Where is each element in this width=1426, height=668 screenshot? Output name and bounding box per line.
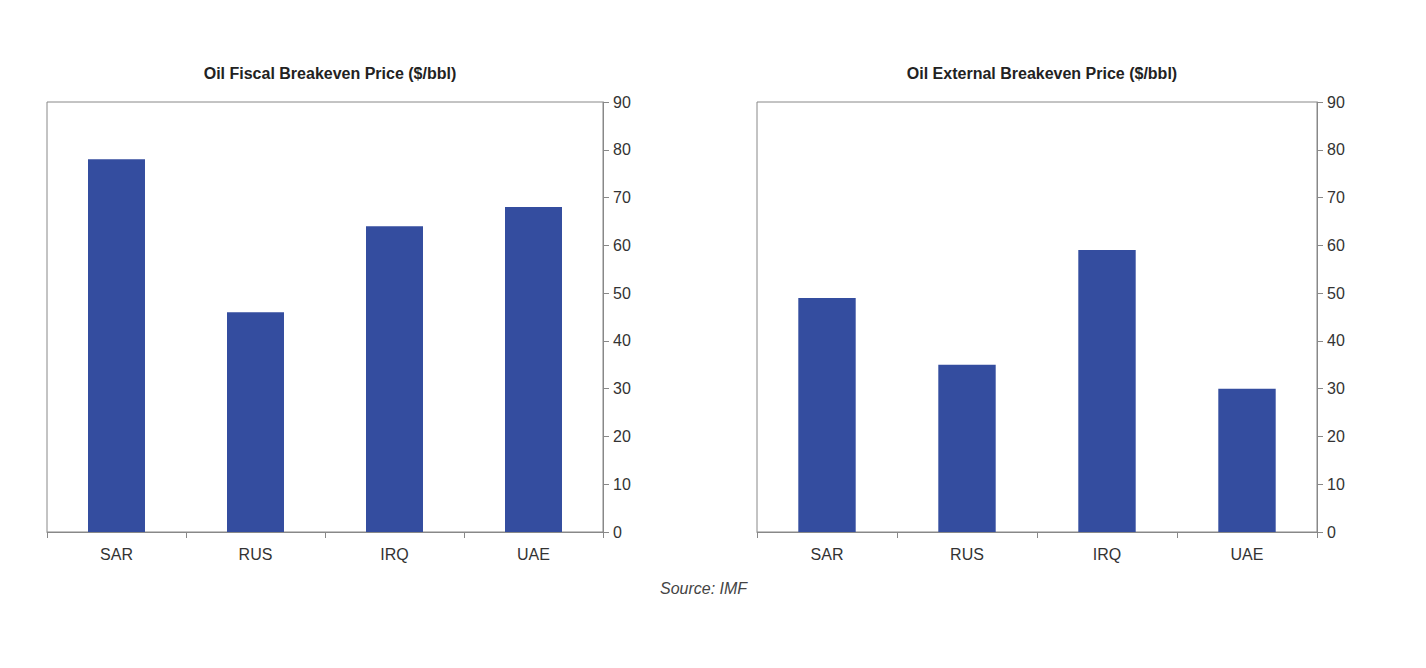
svg-text:50: 50 bbox=[1327, 285, 1345, 302]
svg-text:SAR: SAR bbox=[100, 546, 133, 563]
svg-text:Source: IMF: Source: IMF bbox=[660, 580, 748, 597]
svg-text:20: 20 bbox=[613, 428, 631, 445]
svg-text:RUS: RUS bbox=[239, 546, 273, 563]
svg-text:UAE: UAE bbox=[517, 546, 550, 563]
svg-text:50: 50 bbox=[613, 285, 631, 302]
svg-text:Oil Fiscal Breakeven Price ($/: Oil Fiscal Breakeven Price ($/bbl) bbox=[204, 65, 457, 82]
svg-text:Oil External Breakeven Price (: Oil External Breakeven Price ($/bbl) bbox=[907, 65, 1177, 82]
svg-text:RUS: RUS bbox=[950, 546, 984, 563]
svg-text:80: 80 bbox=[613, 141, 631, 158]
svg-text:90: 90 bbox=[1327, 94, 1345, 111]
svg-text:40: 40 bbox=[613, 332, 631, 349]
svg-text:0: 0 bbox=[613, 524, 622, 541]
svg-text:SAR: SAR bbox=[811, 546, 844, 563]
svg-text:UAE: UAE bbox=[1231, 546, 1264, 563]
svg-text:60: 60 bbox=[1327, 237, 1345, 254]
svg-text:70: 70 bbox=[613, 189, 631, 206]
svg-text:90: 90 bbox=[613, 94, 631, 111]
svg-text:IRQ: IRQ bbox=[1093, 546, 1121, 563]
svg-text:40: 40 bbox=[1327, 332, 1345, 349]
svg-text:70: 70 bbox=[1327, 189, 1345, 206]
svg-text:IRQ: IRQ bbox=[380, 546, 408, 563]
svg-text:30: 30 bbox=[1327, 380, 1345, 397]
svg-text:20: 20 bbox=[1327, 428, 1345, 445]
svg-text:0: 0 bbox=[1327, 524, 1336, 541]
svg-text:10: 10 bbox=[613, 476, 631, 493]
svg-text:10: 10 bbox=[1327, 476, 1345, 493]
svg-text:80: 80 bbox=[1327, 141, 1345, 158]
svg-text:60: 60 bbox=[613, 237, 631, 254]
svg-text:30: 30 bbox=[613, 380, 631, 397]
